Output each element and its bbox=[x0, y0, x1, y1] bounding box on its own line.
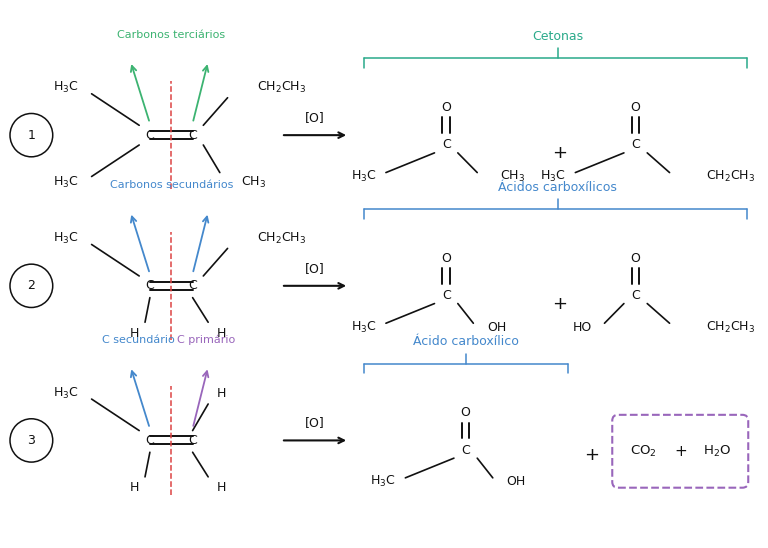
Text: CH$_3$: CH$_3$ bbox=[499, 169, 525, 184]
Text: OH: OH bbox=[487, 321, 506, 334]
Text: 1: 1 bbox=[28, 129, 35, 141]
Text: H$_3$C: H$_3$C bbox=[54, 175, 79, 190]
Text: O: O bbox=[441, 252, 451, 265]
Text: 3: 3 bbox=[28, 434, 35, 447]
Text: C: C bbox=[462, 444, 470, 457]
Text: O: O bbox=[631, 252, 641, 265]
Text: [O]: [O] bbox=[305, 261, 325, 275]
Text: HO: HO bbox=[573, 321, 592, 334]
FancyBboxPatch shape bbox=[612, 415, 748, 488]
Text: CH$_2$CH$_3$: CH$_2$CH$_3$ bbox=[257, 81, 306, 95]
Text: H$_3$C: H$_3$C bbox=[54, 81, 79, 95]
Text: +: + bbox=[674, 444, 687, 459]
Text: CH$_3$: CH$_3$ bbox=[241, 175, 266, 190]
Text: OH: OH bbox=[506, 475, 525, 488]
Text: C: C bbox=[188, 434, 197, 447]
Text: O: O bbox=[461, 407, 471, 419]
Text: Carbonos terciários: Carbonos terciários bbox=[118, 30, 225, 39]
Text: +: + bbox=[552, 294, 568, 312]
Text: C secundário: C secundário bbox=[102, 335, 174, 345]
Text: CH$_2$CH$_3$: CH$_2$CH$_3$ bbox=[257, 231, 306, 246]
Text: Carbonos secundários: Carbonos secundários bbox=[110, 180, 233, 190]
Text: H$_3$C: H$_3$C bbox=[351, 169, 376, 184]
Text: O: O bbox=[441, 101, 451, 114]
Text: +: + bbox=[584, 446, 599, 464]
Text: C primário: C primário bbox=[177, 335, 235, 345]
Text: [O]: [O] bbox=[305, 416, 325, 429]
Text: Cetonas: Cetonas bbox=[532, 30, 584, 43]
Text: C: C bbox=[631, 289, 640, 302]
Text: C: C bbox=[145, 279, 154, 292]
Text: C: C bbox=[188, 279, 197, 292]
Text: C: C bbox=[145, 129, 154, 141]
Text: +: + bbox=[552, 144, 568, 162]
Text: [O]: [O] bbox=[305, 111, 325, 124]
Text: H$_3$C: H$_3$C bbox=[370, 474, 396, 489]
Text: Ácido carboxílico: Ácido carboxílico bbox=[412, 335, 518, 349]
Text: H$_3$C: H$_3$C bbox=[54, 386, 79, 401]
Text: H: H bbox=[217, 481, 227, 494]
Text: C: C bbox=[631, 139, 640, 151]
Text: H$_3$C: H$_3$C bbox=[351, 319, 376, 335]
Text: O: O bbox=[631, 101, 641, 114]
Text: 2: 2 bbox=[28, 279, 35, 292]
Text: CH$_2$CH$_3$: CH$_2$CH$_3$ bbox=[706, 169, 755, 184]
Text: H$_3$C: H$_3$C bbox=[54, 231, 79, 246]
Text: CH$_2$CH$_3$: CH$_2$CH$_3$ bbox=[706, 319, 755, 335]
Text: H: H bbox=[130, 327, 139, 340]
Text: H: H bbox=[217, 387, 227, 399]
Text: H: H bbox=[217, 327, 227, 340]
Text: H: H bbox=[130, 481, 139, 494]
Text: CO$_2$: CO$_2$ bbox=[630, 444, 657, 459]
Text: C: C bbox=[188, 129, 197, 141]
Text: C: C bbox=[442, 139, 451, 151]
Text: C: C bbox=[145, 434, 154, 447]
Text: H$_3$C: H$_3$C bbox=[540, 169, 565, 184]
Text: C: C bbox=[442, 289, 451, 302]
Text: H$_2$O: H$_2$O bbox=[703, 444, 731, 459]
Text: Ácidos carboxílicos: Ácidos carboxílicos bbox=[498, 181, 617, 194]
